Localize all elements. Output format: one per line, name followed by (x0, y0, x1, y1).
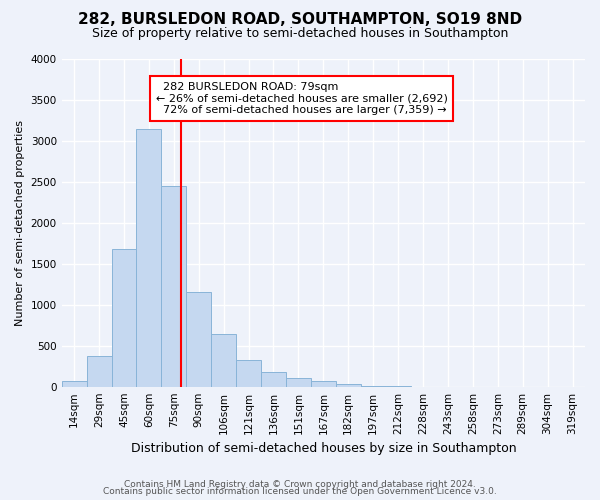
Text: Contains public sector information licensed under the Open Government Licence v3: Contains public sector information licen… (103, 487, 497, 496)
Bar (211, 334, 236, 386)
Bar (236, 360, 261, 386)
Text: Contains HM Land Registry data © Crown copyright and database right 2024.: Contains HM Land Registry data © Crown c… (124, 480, 476, 489)
X-axis label: Distribution of semi-detached houses by size in Southampton: Distribution of semi-detached houses by … (131, 442, 516, 455)
Bar (186, 292, 211, 386)
Bar (286, 378, 311, 386)
Bar (112, 249, 136, 386)
Bar (161, 186, 186, 386)
Bar (336, 384, 361, 386)
Text: 282, BURSLEDON ROAD, SOUTHAMPTON, SO19 8ND: 282, BURSLEDON ROAD, SOUTHAMPTON, SO19 8… (78, 12, 522, 28)
Bar (86, 356, 112, 386)
Bar (136, 128, 161, 386)
Text: 282 BURSLEDON ROAD: 79sqm
← 26% of semi-detached houses are smaller (2,692)
  72: 282 BURSLEDON ROAD: 79sqm ← 26% of semi-… (156, 82, 448, 115)
Y-axis label: Number of semi-detached properties: Number of semi-detached properties (15, 120, 25, 326)
Bar (311, 382, 336, 386)
Text: Size of property relative to semi-detached houses in Southampton: Size of property relative to semi-detach… (92, 28, 508, 40)
Bar (62, 380, 86, 386)
Bar (261, 372, 286, 386)
